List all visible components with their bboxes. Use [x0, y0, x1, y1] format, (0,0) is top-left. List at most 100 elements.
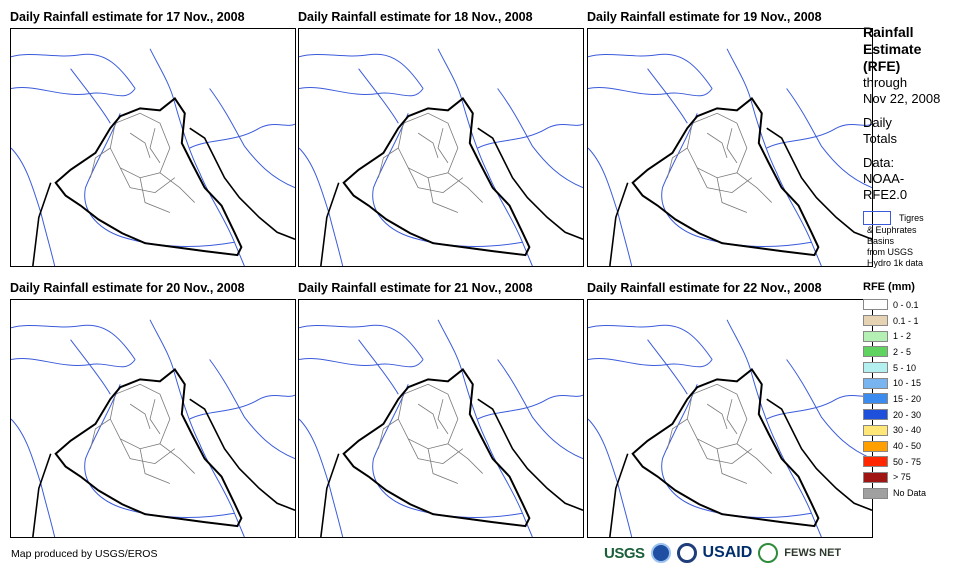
- map-line: [667, 418, 688, 449]
- map-line: [686, 112, 748, 179]
- map-line: [70, 68, 111, 124]
- panel-title: Daily Rainfall estimate for 22 Nov., 200…: [587, 281, 822, 295]
- legend-item: No Data: [863, 485, 967, 501]
- legend-label: > 75: [893, 472, 911, 483]
- map-line: [84, 384, 235, 518]
- rainfall-map: [588, 319, 872, 537]
- map-line: [11, 53, 136, 89]
- map-line: [299, 324, 424, 360]
- legend-label: 40 - 50: [893, 441, 922, 452]
- map-line: [447, 443, 483, 474]
- map-line: [149, 48, 245, 266]
- map-line: [766, 123, 872, 149]
- panel-title: Daily Rainfall estimate for 19 Nov., 200…: [587, 10, 822, 24]
- basin-text: from USGS: [867, 247, 914, 257]
- map-line: [477, 394, 583, 420]
- map-line: [736, 443, 772, 474]
- map-line: [299, 53, 424, 89]
- legend-label: 1 - 2: [893, 331, 912, 342]
- legend-item: 50 - 75: [863, 454, 967, 470]
- legend-swatch: [863, 330, 888, 342]
- basin-text: Hydro 1k data: [867, 258, 924, 268]
- map-line: [320, 453, 340, 537]
- map-line: [109, 383, 171, 450]
- map-line: [726, 319, 822, 537]
- legend-item: 10 - 15: [863, 375, 967, 391]
- rainfall-map: [11, 319, 295, 537]
- legend-label: 10 - 15: [893, 378, 922, 389]
- map-line: [159, 172, 195, 203]
- map-line: [588, 358, 713, 368]
- legend-label: 2 - 5: [893, 346, 912, 357]
- map-line: [372, 384, 523, 518]
- legend-item: 40 - 50: [863, 438, 967, 454]
- map-line: [706, 403, 728, 430]
- map-line: [209, 359, 295, 460]
- map-line: [786, 359, 872, 460]
- data-label: Data:: [863, 155, 895, 170]
- legend-title: RFE (mm): [863, 281, 915, 293]
- map-line: [11, 418, 56, 537]
- map-line: [139, 448, 171, 484]
- legend-swatch: [863, 487, 888, 499]
- agency-logos: USGS USAID FEWS NET: [604, 543, 841, 563]
- legend-item: 0 - 0.1: [863, 297, 967, 313]
- map-line: [726, 48, 822, 266]
- legend-item: 5 - 10: [863, 360, 967, 376]
- legend-label: 5 - 10: [893, 362, 917, 373]
- map-line: [11, 324, 136, 360]
- map-line: [497, 88, 583, 189]
- map-line: [667, 147, 688, 178]
- legend-item: 30 - 40: [863, 423, 967, 439]
- fews-net-logo: FEWS NET: [784, 547, 842, 559]
- map-line: [149, 128, 161, 164]
- data-source: NOAA-: [863, 171, 905, 186]
- map-line: [378, 147, 399, 178]
- map-line: [477, 398, 583, 511]
- map-line: [477, 127, 583, 240]
- map-line: [189, 394, 295, 420]
- rainfall-map: [299, 319, 583, 537]
- map-line: [631, 96, 820, 257]
- map-line: [647, 339, 688, 395]
- map-line: [647, 68, 688, 124]
- rfe-title-line: (RFE): [863, 58, 901, 74]
- map-line: [609, 453, 629, 537]
- map-line: [342, 367, 531, 528]
- usgs-logo: USGS: [604, 544, 645, 562]
- legend-swatch: [863, 346, 888, 358]
- map-line: [437, 48, 533, 266]
- map-line: [766, 394, 872, 420]
- map-line: [661, 384, 812, 518]
- map-line: [786, 88, 872, 189]
- legend-swatch: [863, 424, 888, 436]
- map-line: [149, 399, 161, 435]
- map-line: [90, 147, 111, 178]
- map-line: [716, 177, 748, 213]
- map-line: [417, 403, 439, 430]
- credit-text: Map produced by USGS/EROS: [11, 548, 158, 560]
- legend-swatch: [863, 440, 888, 452]
- basin-text: & Euphrates: [867, 225, 917, 235]
- legend-label: No Data: [893, 488, 927, 499]
- legend-swatch: [863, 409, 888, 421]
- agency-seal-icon: [676, 543, 697, 563]
- map-line: [320, 182, 340, 266]
- map-line: [716, 448, 748, 484]
- map-line: [609, 182, 629, 266]
- legend-label: 0.1 - 1: [893, 315, 919, 326]
- panel-title: Daily Rainfall estimate for 21 Nov., 200…: [298, 281, 533, 295]
- map-line: [299, 87, 424, 97]
- panel-title: Daily Rainfall estimate for 18 Nov., 200…: [298, 10, 533, 24]
- basin-text: Tigres: [899, 213, 924, 223]
- map-frame: [10, 299, 296, 538]
- map-line: [84, 113, 235, 247]
- legend-swatch: [863, 315, 888, 327]
- legend-item: 20 - 30: [863, 407, 967, 423]
- map-line: [129, 132, 151, 159]
- map-line: [437, 128, 449, 164]
- map-line: [70, 339, 111, 395]
- map-line: [189, 398, 295, 511]
- legend-swatch: [863, 362, 888, 374]
- map-line: [726, 399, 738, 435]
